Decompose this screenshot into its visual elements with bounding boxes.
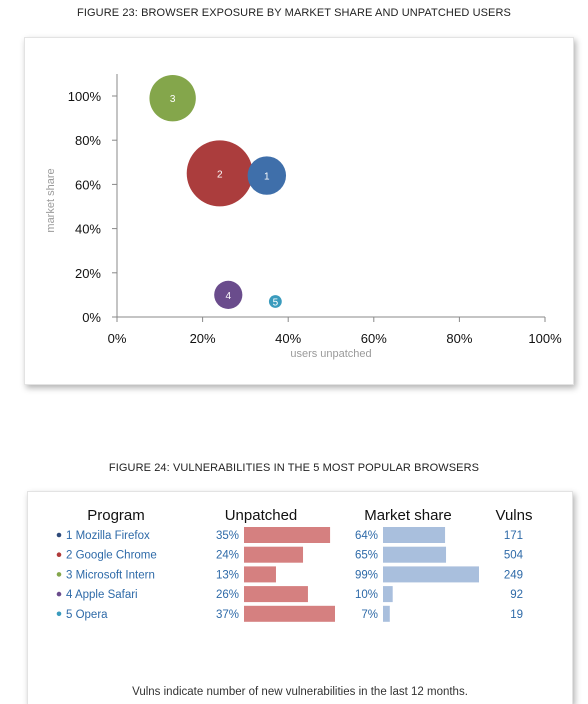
market-share-value: 64% — [355, 530, 378, 542]
x-tick-label: 40% — [275, 331, 301, 346]
vulns-value: 504 — [504, 550, 524, 562]
x-axis-label: users unpatched — [290, 348, 371, 360]
bubble-chart-panel: 0% 20% 40% 60% 80% 100% 0% 20% 40% 60% 80% 100% ma… — [24, 37, 574, 385]
vulns-value: 171 — [504, 530, 523, 542]
market-share-bar — [383, 546, 447, 563]
market-share-bar — [383, 527, 446, 543]
x-tick-label: 80% — [446, 331, 472, 346]
unpatched-bar — [244, 546, 304, 563]
series-dot — [56, 532, 62, 538]
market-share-bar — [383, 586, 393, 603]
figure-24-title: FIGURE 24: VULNERABILITIES IN THE 5 MOST… — [108, 462, 480, 474]
x-tick-label: 0% — [108, 331, 127, 346]
market-share-value: 65% — [355, 550, 378, 562]
x-tick-label: 20% — [190, 331, 216, 346]
vulns-value: 19 — [510, 609, 523, 621]
unpatched-value: 26% — [216, 589, 239, 601]
vulnerability-table: Program Unpatched Market share Vulns 1 Mozi… — [56, 507, 532, 622]
y-tick-label: 60% — [75, 177, 101, 192]
figure-23-title: FIGURE 23: BROWSER EXPOSURE BY MARKET SH… — [77, 7, 511, 19]
bubble-label-4: 4 — [225, 291, 231, 302]
table-rows: 1 Mozilla Firefox 35% 64% 171 2 Google Chrom… — [56, 527, 524, 622]
x-tick-label: 100% — [528, 331, 562, 346]
y-tick-label: 0% — [82, 310, 101, 325]
table-row: 1 Mozilla Firefox 35% 64% 171 — [56, 527, 523, 543]
y-axis-label: market share — [45, 168, 57, 232]
unpatched-bar — [244, 566, 276, 583]
bubble-label-2: 2 — [217, 169, 223, 180]
column-header: Market share — [364, 507, 452, 524]
column-header: Vulns — [496, 507, 533, 524]
bubble-2 — [186, 140, 253, 207]
bubble-1 — [247, 156, 287, 195]
bubble-3 — [149, 75, 196, 122]
series-dot — [56, 611, 62, 617]
unpatched-value: 35% — [216, 530, 239, 542]
program-name: 3 Microsoft Intern — [66, 569, 155, 581]
bubble-4 — [214, 280, 243, 309]
series-dot — [56, 552, 62, 557]
bubble-label-5: 5 — [273, 298, 279, 309]
vulns-value: 92 — [510, 589, 523, 601]
bubble-label-1: 1 — [264, 172, 270, 183]
market-share-bar — [383, 566, 479, 583]
column-header: Unpatched — [225, 507, 298, 524]
vulnerability-table-panel: Program Unpatched Market share Vulns 1 Mozi… — [27, 491, 573, 704]
unpatched-value: 37% — [216, 609, 239, 621]
series-dot — [56, 591, 62, 597]
market-share-value: 99% — [355, 569, 378, 581]
unpatched-bar — [244, 605, 335, 622]
table-row: 4 Apple Safari 26% 10% 92 — [56, 586, 523, 603]
vulns-footnote: Vulns indicate number of new vulnerabili… — [132, 686, 468, 698]
x-axis-ticks: 0% 20% 40% 60% 80% 100% — [108, 317, 562, 346]
x-tick-label: 60% — [361, 331, 387, 346]
unpatched-value: 24% — [216, 550, 239, 562]
table-headers: Program Unpatched Market share Vulns — [87, 507, 532, 524]
bubble-5 — [268, 295, 282, 308]
market-share-value: 10% — [355, 589, 378, 601]
bubbles: 2 3 1 4 5 — [149, 75, 287, 309]
unpatched-bar — [244, 586, 308, 603]
y-tick-label: 80% — [75, 133, 101, 148]
table-row: 5 Opera 37% 7% 19 — [56, 605, 523, 622]
series-dot — [56, 572, 62, 577]
bubble-label-3: 3 — [170, 94, 176, 105]
unpatched-value: 13% — [216, 569, 239, 581]
y-tick-label: 40% — [75, 222, 101, 237]
y-axis-ticks: 0% 20% 40% 60% 80% 100% — [68, 89, 117, 325]
program-name: 1 Mozilla Firefox — [66, 530, 150, 542]
market-share-value: 7% — [361, 609, 378, 621]
y-tick-label: 20% — [75, 266, 101, 281]
column-header: Program — [87, 507, 145, 524]
program-name: 5 Opera — [66, 609, 108, 621]
program-name: 4 Apple Safari — [66, 589, 138, 601]
program-name: 2 Google Chrome — [66, 550, 157, 562]
unpatched-bar — [244, 527, 331, 543]
y-tick-label: 100% — [68, 89, 102, 104]
vulns-value: 249 — [504, 569, 523, 581]
table-row: 3 Microsoft Intern 13% 99% 249 — [56, 566, 523, 583]
market-share-bar — [383, 605, 390, 622]
table-row: 2 Google Chrome 24% 65% 504 — [56, 546, 524, 563]
bubble-chart: 0% 20% 40% 60% 80% 100% 0% 20% 40% 60% 80% 100% ma… — [45, 74, 562, 360]
